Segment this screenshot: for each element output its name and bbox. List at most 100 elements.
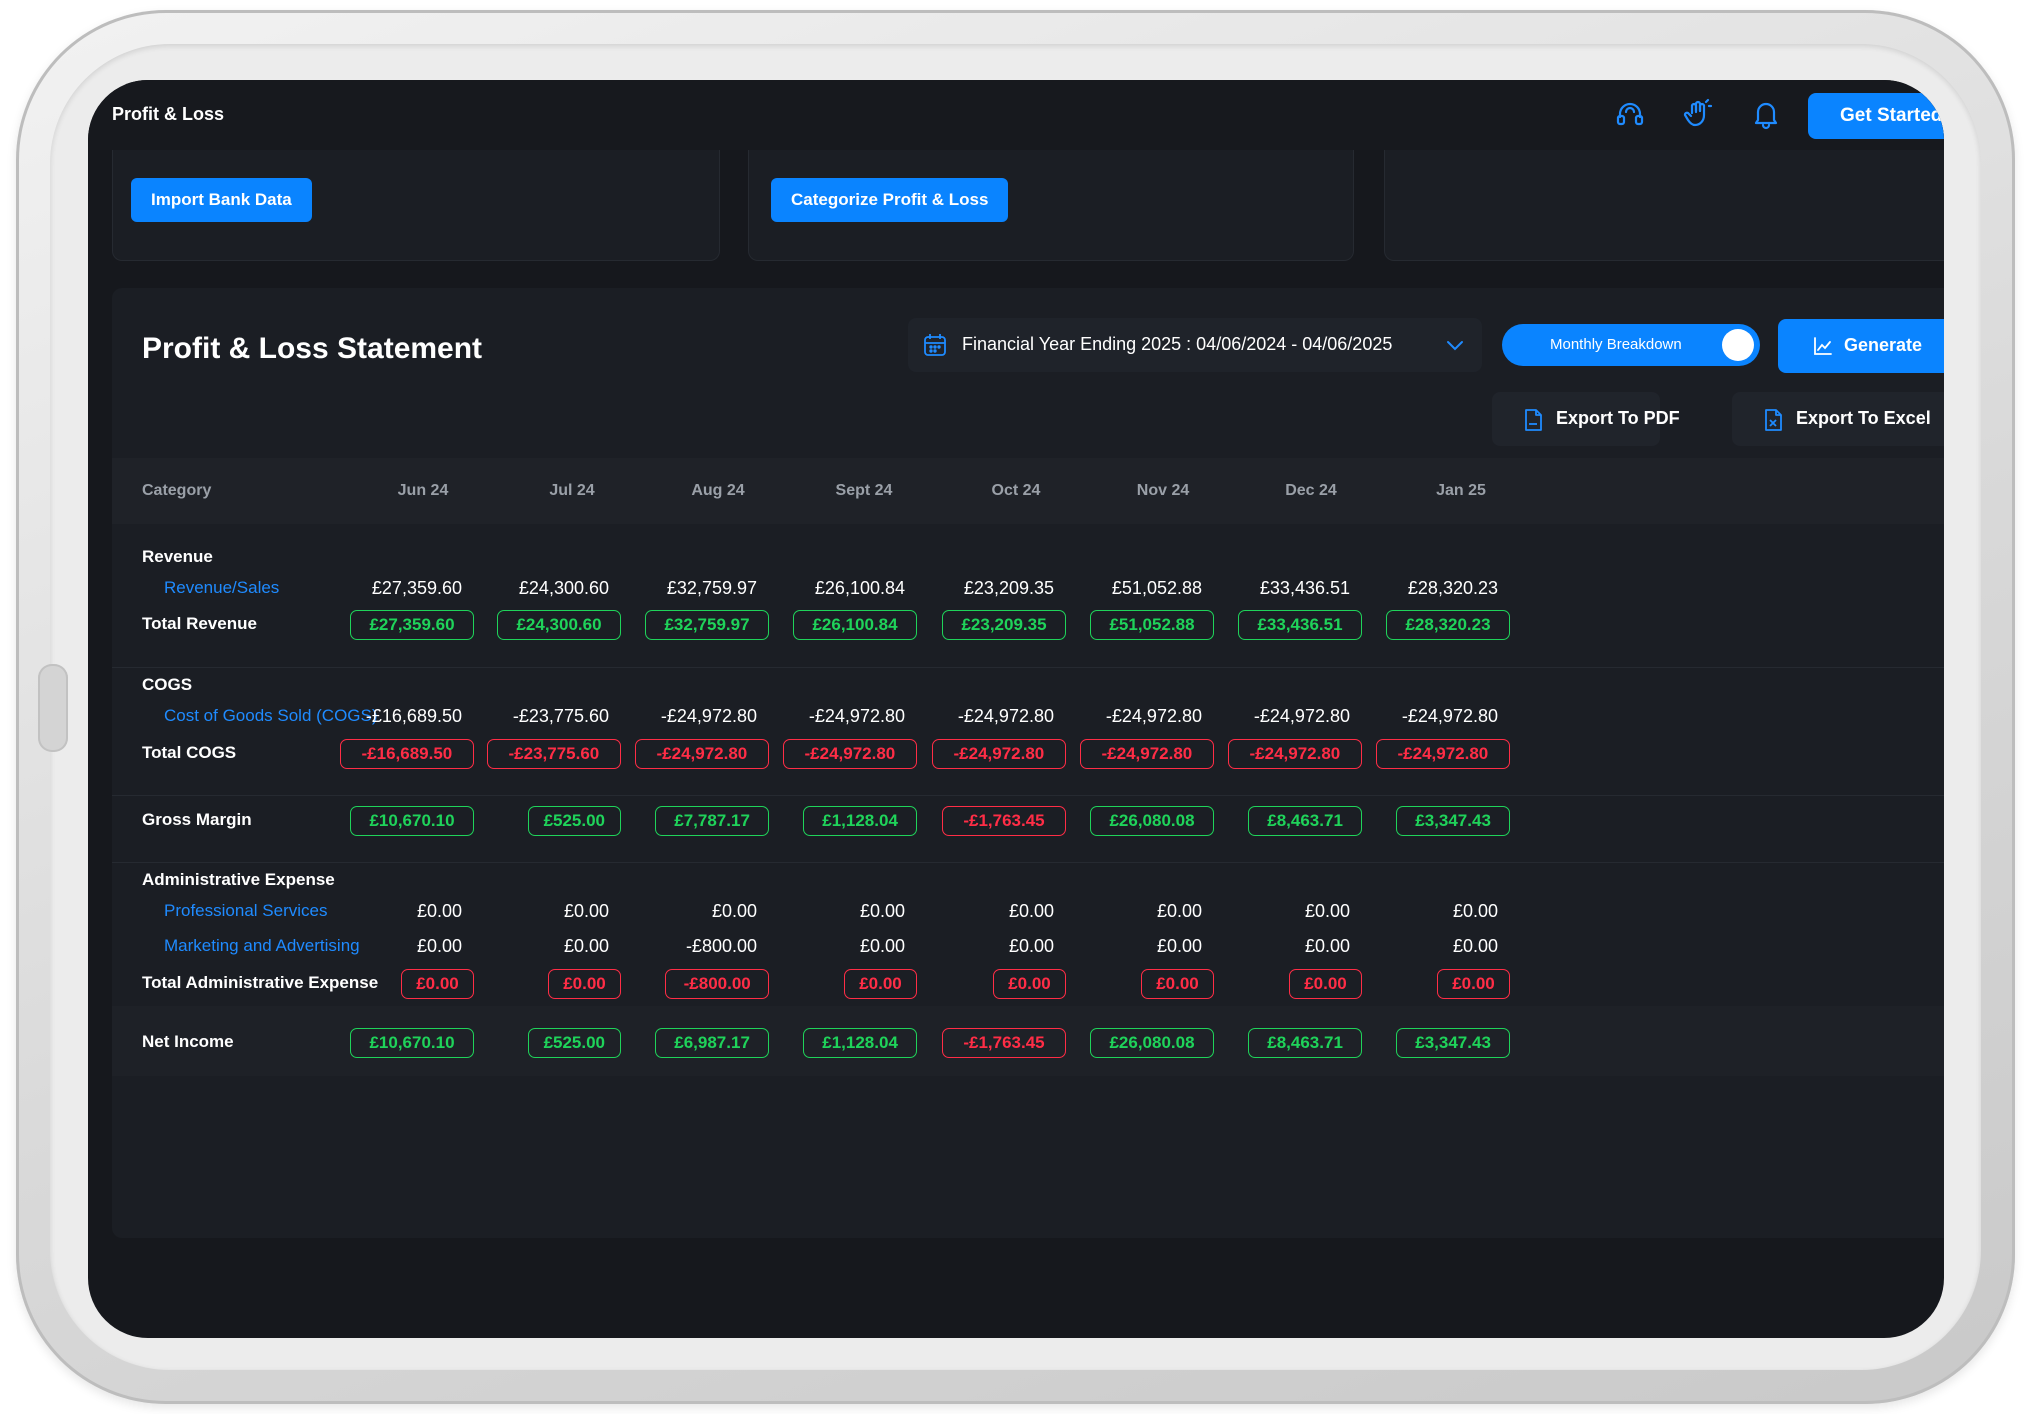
table-cell: £0.00 bbox=[859, 901, 905, 921]
value-badge: £26,080.08 bbox=[1090, 1028, 1214, 1058]
value-badge: £0.00 bbox=[401, 969, 474, 999]
table-cell: -£24,972.80 bbox=[1105, 706, 1202, 726]
hand-wave-icon[interactable] bbox=[1682, 98, 1714, 130]
monthly-breakdown-toggle[interactable]: Monthly Breakdown bbox=[1502, 324, 1760, 366]
table-cell: £0.00 bbox=[1452, 936, 1498, 956]
value-badge: £33,436.51 bbox=[1238, 610, 1362, 640]
value-badge: -£24,972.80 bbox=[634, 739, 769, 769]
toggle-label: Monthly Breakdown bbox=[1550, 336, 1682, 353]
financial-year-select[interactable]: Financial Year Ending 2025 : 04/06/2024 … bbox=[908, 318, 1482, 372]
value-badge: £525.00 bbox=[527, 806, 621, 836]
table-cell: £0.00 bbox=[1304, 901, 1350, 921]
value-badge: -£1,763.45 bbox=[942, 1028, 1066, 1058]
account-link-cogs[interactable]: Cost of Goods Sold (COGS) bbox=[164, 706, 378, 725]
table-cell: -£800.00 bbox=[685, 936, 757, 956]
value-badge: £6,987.17 bbox=[655, 1028, 769, 1058]
value-badge: £0.00 bbox=[844, 969, 917, 999]
value-badge: £32,759.97 bbox=[645, 610, 769, 640]
chart-icon bbox=[1812, 335, 1834, 357]
value-badge: £10,670.10 bbox=[350, 806, 474, 836]
get-started-button[interactable]: Get Started bbox=[1808, 93, 1944, 139]
account-link-marketing[interactable]: Marketing and Advertising bbox=[164, 936, 360, 955]
table-cell: £26,100.84 bbox=[814, 578, 905, 598]
categorize-card: Categorize Profit & Loss bbox=[748, 150, 1354, 261]
value-badge: £51,052.88 bbox=[1090, 610, 1214, 640]
value-badge: £0.00 bbox=[1437, 969, 1510, 999]
value-badge: £1,128.04 bbox=[803, 1028, 917, 1058]
value-badge: £7,787.17 bbox=[655, 806, 769, 836]
value-badge: £26,080.08 bbox=[1090, 806, 1214, 836]
table-cell: £0.00 bbox=[416, 936, 462, 956]
value-badge: -£24,972.80 bbox=[1375, 739, 1510, 769]
net-income-row bbox=[112, 1006, 1944, 1076]
categorize-profit-loss-button[interactable]: Categorize Profit & Loss bbox=[771, 178, 1009, 222]
table-cell: £0.00 bbox=[859, 936, 905, 956]
section-title-admin: Administrative Expense bbox=[142, 870, 335, 889]
statement-panel: Profit & Loss Statement Financial Year E… bbox=[112, 288, 1944, 1238]
pdf-file-icon bbox=[1522, 408, 1544, 432]
value-badge: £0.00 bbox=[548, 969, 621, 999]
value-badge: £3,347.43 bbox=[1396, 1028, 1510, 1058]
value-badge: £27,359.60 bbox=[350, 610, 474, 640]
table-cell: £0.00 bbox=[711, 901, 757, 921]
column-header-month: Aug 24 bbox=[691, 482, 745, 499]
table-cell: £51,052.88 bbox=[1111, 578, 1202, 598]
table-cell: -£24,972.80 bbox=[1253, 706, 1350, 726]
export-excel-button[interactable]: Export To Excel bbox=[1732, 392, 1944, 446]
value-badge: -£800.00 bbox=[665, 969, 769, 999]
table-cell: -£16,689.50 bbox=[365, 706, 462, 726]
financial-year-value: Financial Year Ending 2025 : 04/06/2024 … bbox=[962, 334, 1393, 354]
generate-label: Generate bbox=[1844, 335, 1923, 355]
import-card: Import Bank Data bbox=[112, 150, 720, 261]
table-cell: £0.00 bbox=[563, 901, 609, 921]
value-badge: £525.00 bbox=[527, 1028, 621, 1058]
section-title-cogs: COGS bbox=[142, 675, 193, 694]
toggle-knob bbox=[1722, 329, 1754, 361]
headset-icon[interactable] bbox=[1614, 98, 1646, 130]
excel-file-icon bbox=[1762, 408, 1784, 432]
import-bank-data-button[interactable]: Import Bank Data bbox=[131, 178, 312, 222]
row-label-total-admin: Total Administrative Expense bbox=[142, 973, 379, 992]
account-link-revenue-sales[interactable]: Revenue/Sales bbox=[164, 578, 280, 597]
table-cell: £0.00 bbox=[1452, 901, 1498, 921]
column-header-month: Jan 25 bbox=[1436, 482, 1486, 499]
export-excel-label: Export To Excel bbox=[1796, 408, 1931, 428]
column-header-month: Jun 24 bbox=[397, 482, 449, 499]
value-badge: £8,463.71 bbox=[1248, 1028, 1362, 1058]
value-badge: £0.00 bbox=[1289, 969, 1362, 999]
table-cell: £0.00 bbox=[1304, 936, 1350, 956]
value-badge: -£24,972.80 bbox=[1079, 739, 1214, 769]
value-badge: -£24,972.80 bbox=[782, 739, 917, 769]
value-badge: £8,463.71 bbox=[1248, 806, 1362, 836]
table-cell: £23,209.35 bbox=[963, 578, 1054, 598]
value-badge: -£1,763.45 bbox=[942, 806, 1066, 836]
column-header-month: Oct 24 bbox=[991, 482, 1041, 499]
table-cell: £0.00 bbox=[416, 901, 462, 921]
table-cell: £0.00 bbox=[1156, 936, 1202, 956]
value-badge: £1,128.04 bbox=[803, 806, 917, 836]
third-card bbox=[1384, 150, 1944, 261]
generate-button[interactable]: Generate bbox=[1778, 319, 1944, 373]
row-label-gross-margin: Gross Margin bbox=[142, 810, 252, 829]
value-badge: -£23,775.60 bbox=[486, 739, 621, 769]
tablet-side-button bbox=[38, 664, 68, 752]
value-badge: £0.00 bbox=[993, 969, 1066, 999]
table-cell: -£24,972.80 bbox=[957, 706, 1054, 726]
app-title: Profit & Loss bbox=[112, 104, 225, 124]
value-badge: -£24,972.80 bbox=[931, 739, 1066, 769]
value-badge: £23,209.35 bbox=[942, 610, 1066, 640]
export-pdf-button[interactable]: Export To PDF bbox=[1492, 392, 1680, 446]
bell-icon[interactable] bbox=[1750, 98, 1782, 130]
top-bar: Profit & Loss Get Started bbox=[88, 80, 1944, 150]
account-link-professional-services[interactable]: Professional Services bbox=[164, 901, 328, 920]
chevron-down-icon bbox=[1444, 334, 1466, 356]
table-header: Category Jun 24 Jul 24 Aug 24 Sept 24 Oct 24… bbox=[112, 458, 1944, 524]
table-cell: £27,359.60 bbox=[371, 578, 462, 598]
row-label-net-income: Net Income bbox=[142, 1032, 234, 1051]
app-screen: Profit & Loss Get Started bbox=[88, 80, 1944, 1338]
table-cell: £0.00 bbox=[563, 936, 609, 956]
table-cell: -£24,972.80 bbox=[660, 706, 757, 726]
table-cell: £33,436.51 bbox=[1259, 578, 1350, 598]
row-label-total-revenue: Total Revenue bbox=[142, 614, 257, 633]
value-badge: £0.00 bbox=[1141, 969, 1214, 999]
